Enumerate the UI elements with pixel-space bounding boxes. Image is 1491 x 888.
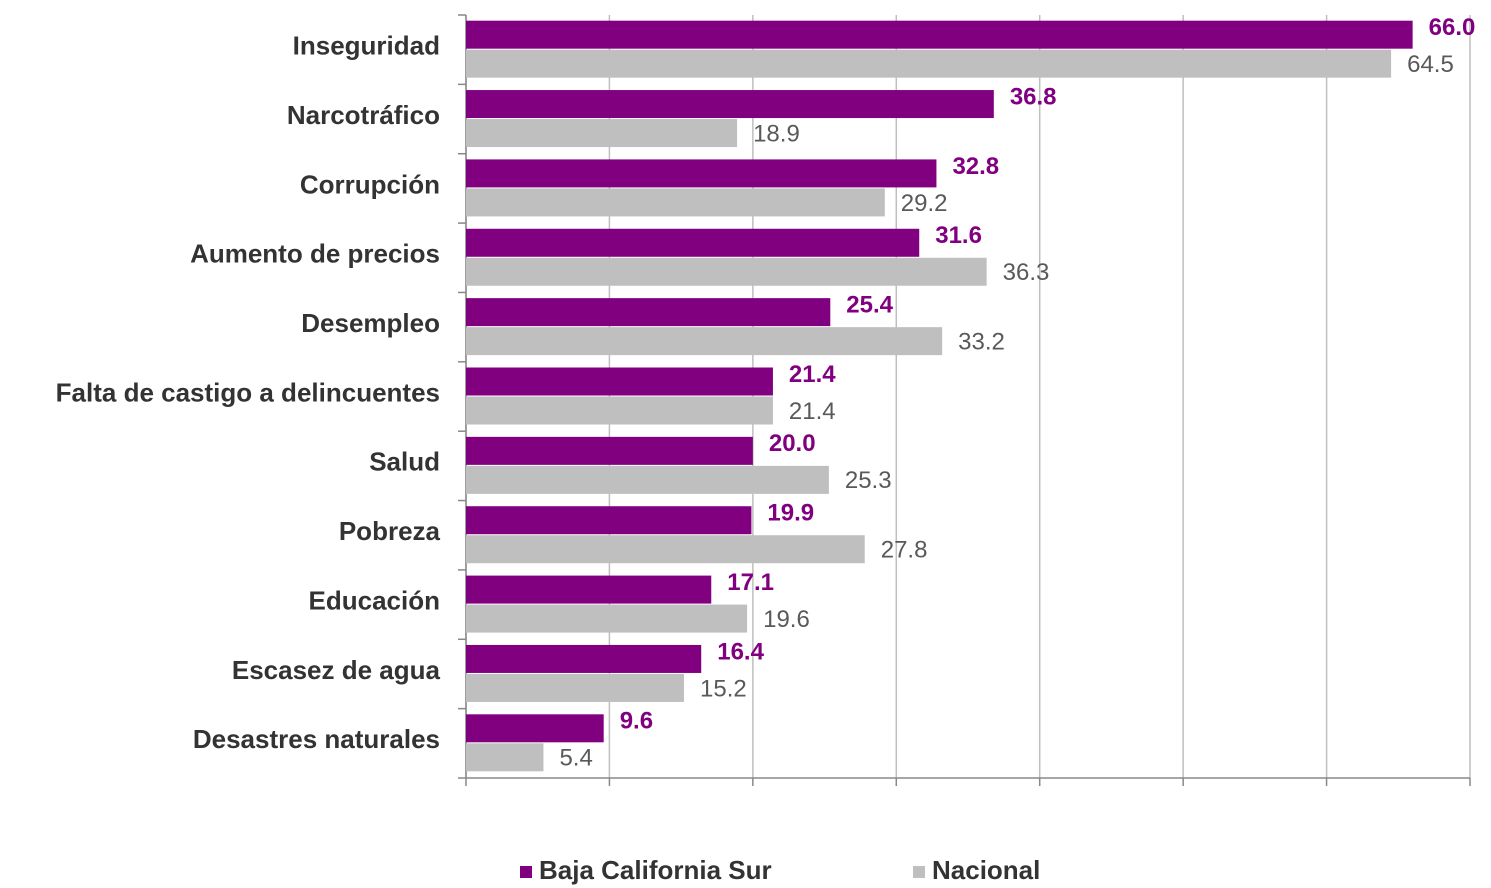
category-label: Aumento de precios: [190, 239, 440, 269]
legend-swatch: [913, 866, 925, 878]
value-label: 17.1: [727, 569, 774, 596]
value-label: 16.4: [717, 638, 764, 665]
category-label: Inseguridad: [293, 31, 440, 61]
value-label: 29.2: [901, 190, 948, 217]
value-label: 9.6: [620, 708, 653, 735]
category-label: Salud: [369, 447, 440, 477]
value-label: 36.3: [1003, 259, 1050, 286]
legend-swatch: [520, 866, 532, 878]
legend-label: Nacional: [932, 855, 1040, 885]
bar: [466, 367, 773, 396]
legend-label: Baja California Sur: [539, 855, 772, 885]
bar: [466, 575, 712, 604]
value-label: 31.6: [935, 222, 982, 249]
bar: [466, 436, 753, 465]
value-label: 64.5: [1407, 51, 1454, 78]
bar: [466, 673, 685, 702]
bar: [466, 159, 937, 188]
value-label: 32.8: [952, 153, 999, 180]
value-label: 18.9: [753, 120, 800, 147]
value-label: 36.8: [1010, 83, 1057, 110]
value-label: 27.8: [881, 537, 928, 564]
value-label: 25.3: [845, 467, 892, 494]
bar: [466, 257, 987, 286]
bar: [466, 119, 738, 148]
category-label: Desempleo: [301, 308, 440, 338]
bar: [466, 90, 994, 119]
value-label: 25.4: [846, 291, 893, 318]
category-label: Narcotráfico: [287, 100, 440, 130]
value-label: 66.0: [1429, 14, 1476, 41]
bar: [466, 465, 829, 494]
value-label: 33.2: [958, 328, 1005, 355]
bar: [466, 604, 748, 633]
value-label: 5.4: [559, 745, 592, 772]
bar: [466, 228, 920, 257]
value-label: 20.0: [769, 430, 816, 457]
bar: [466, 535, 865, 564]
value-label: 21.4: [789, 361, 836, 388]
bar: [466, 506, 752, 535]
bar: [466, 714, 604, 743]
bar: [466, 327, 943, 356]
value-label: 19.9: [767, 500, 814, 527]
bar: [466, 743, 544, 772]
bar: [466, 396, 773, 425]
category-label: Pobreza: [339, 516, 441, 546]
category-label: Desastres naturales: [193, 724, 440, 754]
bar: [466, 20, 1413, 49]
category-label: Falta de castigo a delincuentes: [56, 377, 440, 407]
bar: [466, 49, 1392, 78]
bar: [466, 644, 702, 673]
bar: [466, 188, 885, 217]
value-label: 21.4: [789, 398, 836, 425]
value-label: 15.2: [700, 675, 747, 702]
bar: [466, 298, 831, 327]
category-label: Educación: [309, 585, 440, 615]
value-label: 19.6: [763, 606, 810, 633]
category-label: Corrupción: [300, 169, 440, 199]
category-label: Escasez de agua: [232, 655, 441, 685]
